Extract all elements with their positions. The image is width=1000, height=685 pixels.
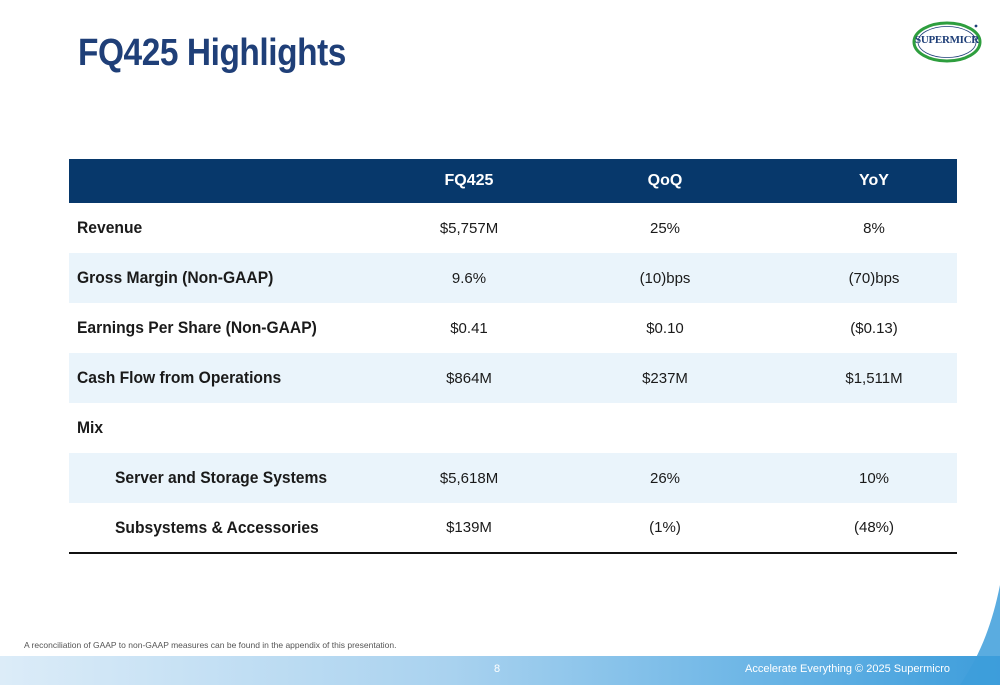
row-label: Mix: [77, 418, 104, 437]
header-label-cell: [69, 159, 399, 203]
cell-qoq: (10)bps: [539, 253, 791, 303]
cell-fq425: $0.41: [450, 319, 488, 337]
cell-yoy: 8%: [863, 219, 885, 237]
header-yoy: YoY: [859, 172, 889, 189]
row-label: Gross Margin (Non-GAAP): [69, 253, 399, 303]
row-label: Revenue: [77, 218, 143, 237]
table-row: Revenue $5,757M 25% 8%: [69, 203, 957, 253]
supermicro-logo: SUPERMICR: [912, 20, 982, 64]
footer-bar: [0, 656, 1000, 685]
row-label: Server and Storage Systems: [69, 453, 399, 503]
logo-ring-icon: [912, 21, 982, 63]
row-label: Earnings Per Share (Non-GAAP): [77, 318, 317, 337]
row-label: Cash Flow from Operations: [69, 353, 399, 403]
page-number: 8: [494, 663, 501, 675]
cell-fq425: 9.6%: [399, 253, 539, 303]
table-row: Subsystems & Accessories $139M (1%) (48%…: [69, 503, 957, 554]
table-header-row: FQ425 QoQ YoY: [69, 159, 957, 203]
cell-fq425: $5,618M: [399, 453, 539, 503]
cell-qoq: (1%): [539, 503, 791, 554]
table-row: Earnings Per Share (Non-GAAP) $0.41 $0.1…: [69, 303, 957, 353]
cell-yoy: 10%: [791, 453, 957, 503]
cell-yoy: (48%): [791, 503, 957, 554]
table-row: Server and Storage Systems $5,618M 26% 1…: [69, 453, 957, 503]
header-qoq: QoQ: [647, 172, 683, 189]
cell-yoy: ($0.13): [850, 319, 898, 337]
cell-fq425: $139M: [399, 503, 539, 554]
cell-qoq: [539, 403, 791, 453]
footnote: A reconciliation of GAAP to non-GAAP mea…: [24, 640, 397, 650]
cell-fq425: [399, 403, 539, 453]
table-row: Mix: [69, 403, 957, 453]
logo-text: SUPERMICR: [915, 34, 979, 46]
footer-tagline: Accelerate Everything © 2025 Supermicro: [745, 663, 950, 675]
cell-yoy: $1,511M: [791, 353, 957, 403]
row-label: Subsystems & Accessories: [69, 503, 399, 554]
slide-title: FQ425 Highlights: [78, 32, 346, 74]
table-row: Cash Flow from Operations $864M $237M $1…: [69, 353, 957, 403]
cell-qoq: 26%: [539, 453, 791, 503]
cell-fq425: $864M: [399, 353, 539, 403]
cell-qoq: 25%: [649, 219, 681, 237]
cell-yoy: (70)bps: [791, 253, 957, 303]
cell-fq425: $5,757M: [439, 219, 499, 237]
cell-qoq: $237M: [539, 353, 791, 403]
header-fq425: FQ425: [444, 172, 494, 189]
cell-yoy: [791, 403, 957, 453]
swoosh-decoration-icon: [960, 585, 1000, 685]
table-row: Gross Margin (Non-GAAP) 9.6% (10)bps (70…: [69, 253, 957, 303]
highlights-table: FQ425 QoQ YoY Revenue $5,757M 25% 8% Gro…: [69, 159, 957, 554]
cell-qoq: $0.10: [646, 319, 684, 337]
